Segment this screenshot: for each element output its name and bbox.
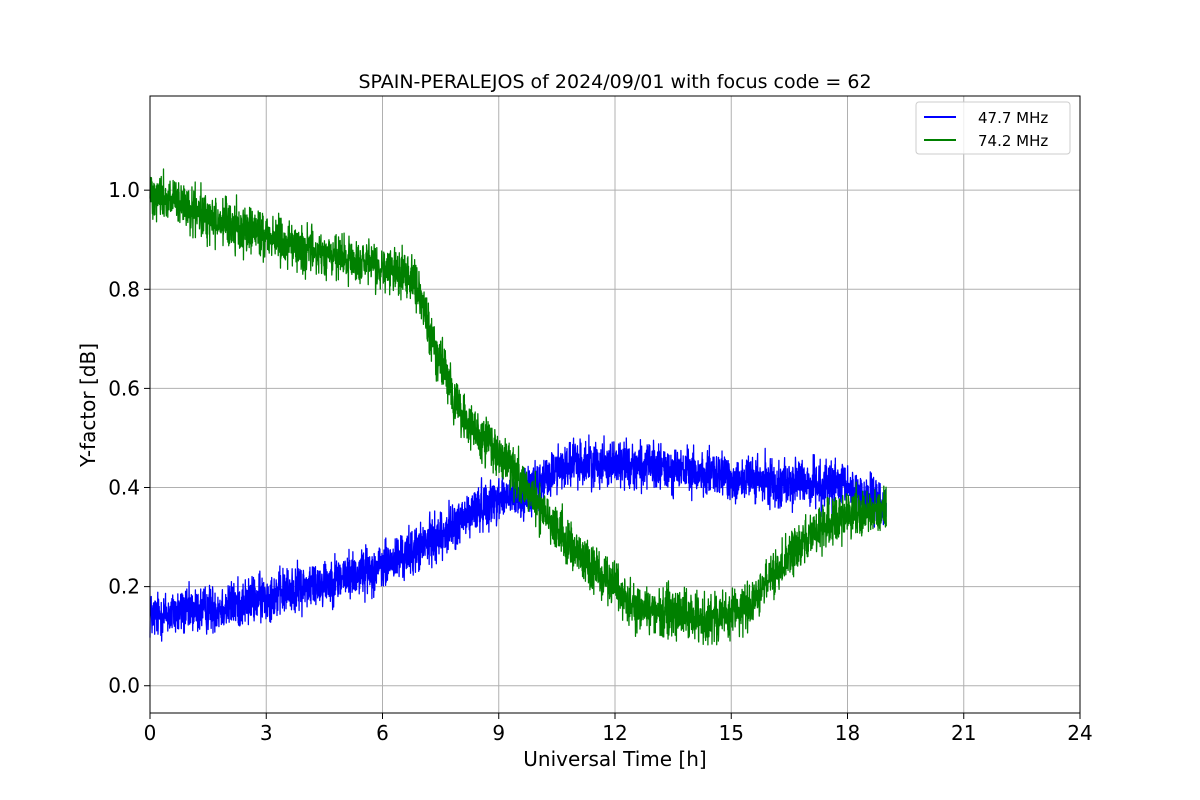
x-axis-label: Universal Time [h] (523, 747, 706, 771)
legend-label-47-7-mhz: 47.7 MHz (978, 109, 1048, 127)
x-tick-label: 15 (719, 721, 744, 745)
x-tick-label: 6 (376, 721, 389, 745)
x-tick-label: 18 (835, 721, 860, 745)
legend: 47.7 MHz 74.2 MHz (915, 101, 1071, 155)
grid (149, 96, 1081, 713)
series-line-47-7-mhz (149, 434, 887, 642)
series-layer (149, 168, 887, 646)
y-axis: 0.0 0.2 0.4 0.6 0.8 1.0 (108, 178, 150, 698)
y-axis-label: Y-factor [dB] (76, 343, 100, 468)
legend-label-74-2-mhz: 74.2 MHz (978, 132, 1048, 150)
y-tick-label: 0.6 (108, 376, 140, 400)
y-tick-label: 0.2 (108, 575, 140, 599)
x-tick-label: 3 (260, 721, 273, 745)
y-tick-label: 0.0 (108, 674, 140, 698)
y-tick-label: 1.0 (108, 178, 140, 202)
x-axis: 0 3 6 9 12 15 18 21 24 (144, 713, 1093, 745)
x-tick-label: 9 (492, 721, 505, 745)
x-tick-label: 21 (951, 721, 976, 745)
y-tick-label: 0.8 (108, 277, 140, 301)
x-tick-label: 12 (602, 721, 627, 745)
series-line-74-2-mhz (149, 168, 887, 646)
x-tick-label: 24 (1067, 721, 1092, 745)
chart-title: SPAIN-PERALEJOS of 2024/09/01 with focus… (358, 71, 871, 93)
y-tick-label: 0.4 (108, 476, 140, 500)
x-tick-label: 0 (144, 721, 157, 745)
